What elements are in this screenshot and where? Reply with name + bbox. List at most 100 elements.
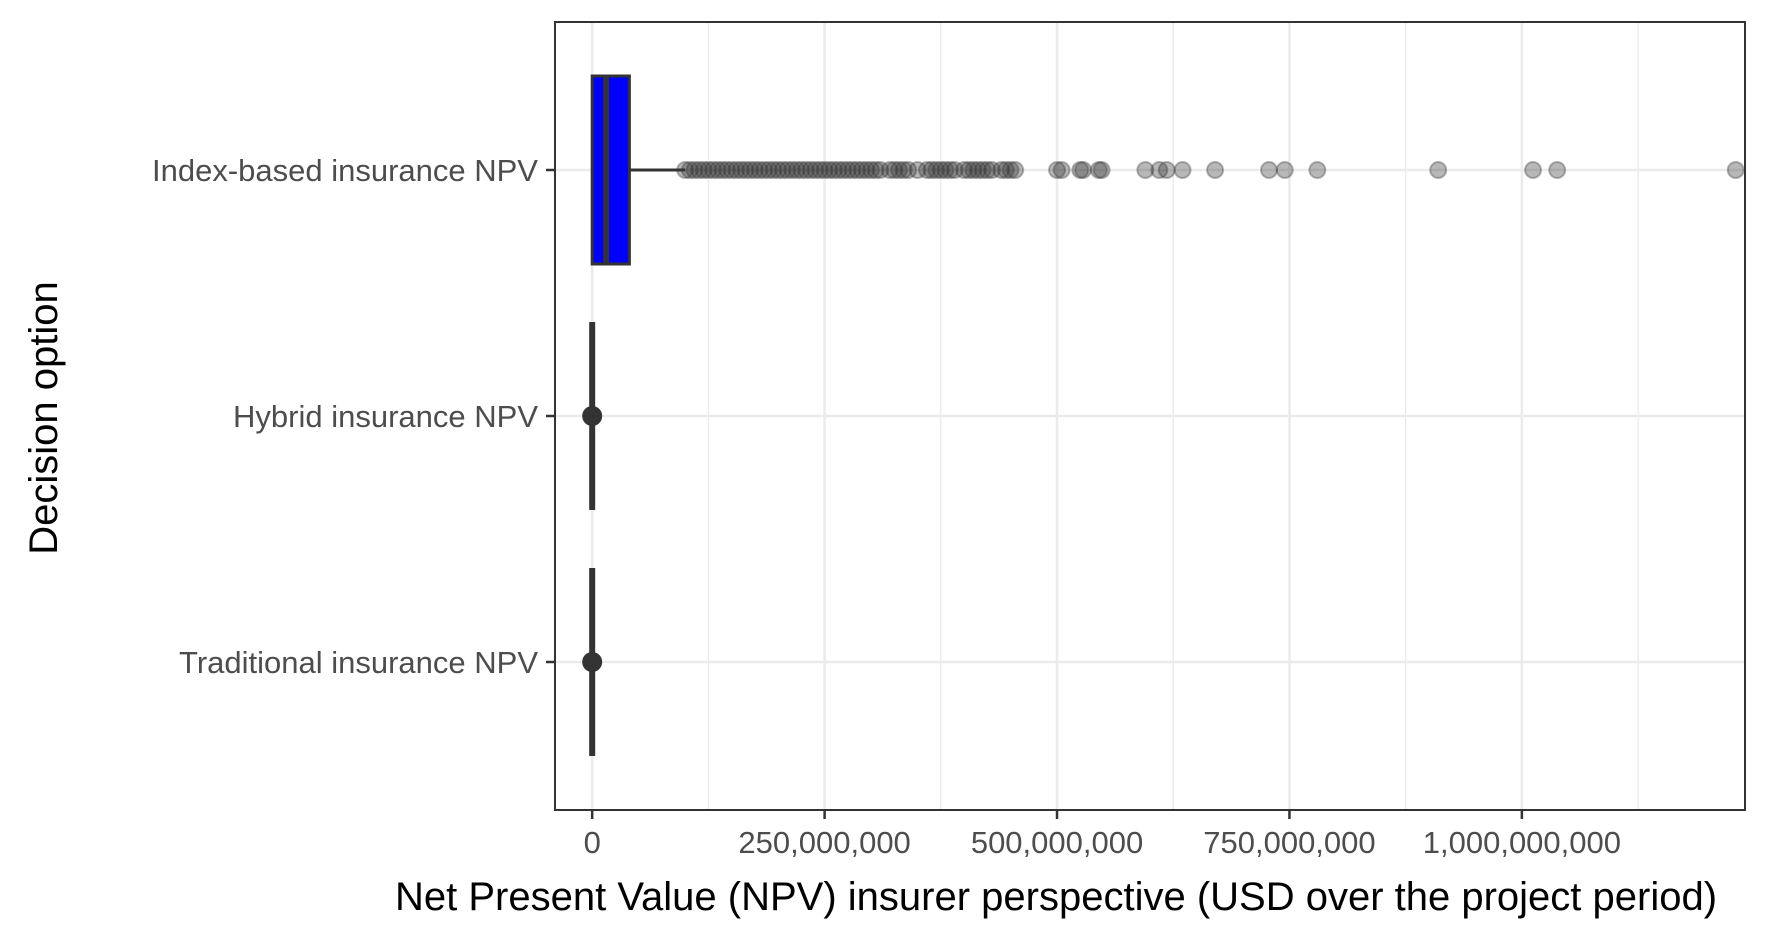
outlier-point	[1275, 161, 1294, 179]
outlier-point	[1089, 161, 1108, 179]
outlier-point	[838, 161, 857, 179]
outlier-point	[1150, 161, 1169, 179]
outlier-point	[1524, 161, 1543, 179]
outlier-point	[889, 161, 908, 179]
outlier-point	[922, 161, 941, 179]
outlier-point	[829, 161, 848, 179]
outlier-point	[936, 161, 955, 179]
outlier-point	[931, 161, 950, 179]
outlier-point	[1074, 161, 1093, 179]
outlier-point	[1260, 161, 1278, 179]
outlier-point	[704, 161, 723, 179]
y-tick-label: Index-based insurance NPV	[152, 153, 538, 188]
outlier-point	[1429, 161, 1448, 179]
outlier-point	[778, 161, 797, 179]
outlier-point	[982, 161, 1001, 179]
outlier-point	[750, 161, 769, 179]
outlier-point	[880, 161, 899, 179]
outlier-point	[736, 161, 755, 179]
outlier-points	[582, 161, 1745, 672]
outlier-point	[764, 161, 783, 179]
outlier-point	[978, 161, 997, 179]
outlier-point	[959, 161, 978, 179]
tick-labels: 0 250,000,000 500,000,000 750,000,000 1,000,…	[152, 153, 1621, 860]
outlier-point	[797, 161, 816, 179]
outlier-point	[731, 161, 750, 179]
outlier-point	[755, 161, 774, 179]
outlier-point	[871, 161, 890, 179]
outlier-point	[1071, 161, 1090, 179]
outlier-point	[787, 161, 806, 179]
x-tick-label: 750,000,000	[1203, 825, 1375, 860]
outlier-point	[1001, 161, 1020, 179]
x-tick-label: 250,000,000	[738, 825, 910, 860]
outlier-point	[806, 161, 825, 179]
outlier-point	[1048, 161, 1067, 179]
outlier-point	[810, 161, 829, 179]
outlier-point	[941, 161, 960, 179]
outlier-point	[945, 161, 964, 179]
outlier-point	[973, 161, 992, 179]
outlier-point	[727, 161, 746, 179]
outlier-point	[582, 652, 603, 672]
y-tick-label: Hybrid insurance NPV	[233, 399, 538, 434]
x-tick-label: 1,000,000,000	[1423, 825, 1621, 860]
outlier-point	[741, 161, 760, 179]
outlier-point	[964, 161, 983, 179]
outlier-point	[792, 161, 811, 179]
x-tick-label: 500,000,000	[971, 825, 1143, 860]
outlier-point	[1157, 161, 1176, 179]
outlier-point	[680, 161, 699, 179]
outlier-point	[1173, 161, 1192, 179]
outlier-point	[694, 161, 713, 179]
outlier-point	[992, 161, 1011, 179]
outlier-point	[699, 161, 718, 179]
outlier-point	[759, 161, 778, 179]
outlier-point	[1206, 161, 1225, 179]
panel-border	[554, 21, 1746, 811]
outlier-point	[917, 161, 936, 179]
outlier-point	[1548, 161, 1567, 179]
outlier-point	[885, 161, 904, 179]
outlier-point	[862, 161, 881, 179]
outlier-point	[866, 161, 885, 179]
outlier-point	[1006, 161, 1025, 179]
outlier-point	[1092, 161, 1111, 179]
y-axis-title: Decision option	[22, 281, 66, 555]
outlier-point	[899, 161, 918, 179]
outlier-point	[894, 161, 913, 179]
y-tick-label: Traditional insurance NPV	[179, 645, 538, 680]
x-axis-title: Net Present Value (NPV) insurer perspect…	[395, 875, 1717, 919]
outlier-point	[801, 161, 820, 179]
outlier-point	[843, 161, 862, 179]
outlier-point	[1136, 161, 1155, 179]
outlier-point	[927, 161, 946, 179]
outlier-point	[769, 161, 788, 179]
outlier-point	[996, 161, 1015, 179]
outlier-point	[685, 161, 704, 179]
outlier-point	[1726, 161, 1745, 179]
outlier-point	[1052, 161, 1071, 179]
outlier-point	[582, 406, 603, 426]
outlier-point	[908, 161, 927, 179]
outlier-point	[676, 161, 695, 179]
outlier-point	[708, 161, 727, 179]
outlier-point	[852, 161, 871, 179]
grid-lines	[555, 22, 1745, 810]
outlier-point	[773, 161, 792, 179]
box-iqr	[590, 74, 631, 266]
outlier-point	[857, 161, 876, 179]
outlier-point	[713, 161, 732, 179]
outlier-point	[1308, 161, 1327, 179]
outlier-point	[745, 161, 764, 179]
x-tick-label: 0	[584, 825, 601, 860]
outlier-point	[722, 161, 741, 179]
outlier-point	[815, 161, 834, 179]
outlier-point	[820, 161, 839, 179]
outlier-point	[824, 161, 843, 179]
axis-ticks	[546, 168, 1524, 819]
outlier-point	[690, 161, 709, 179]
outlier-point	[783, 161, 802, 179]
outlier-point	[848, 161, 867, 179]
